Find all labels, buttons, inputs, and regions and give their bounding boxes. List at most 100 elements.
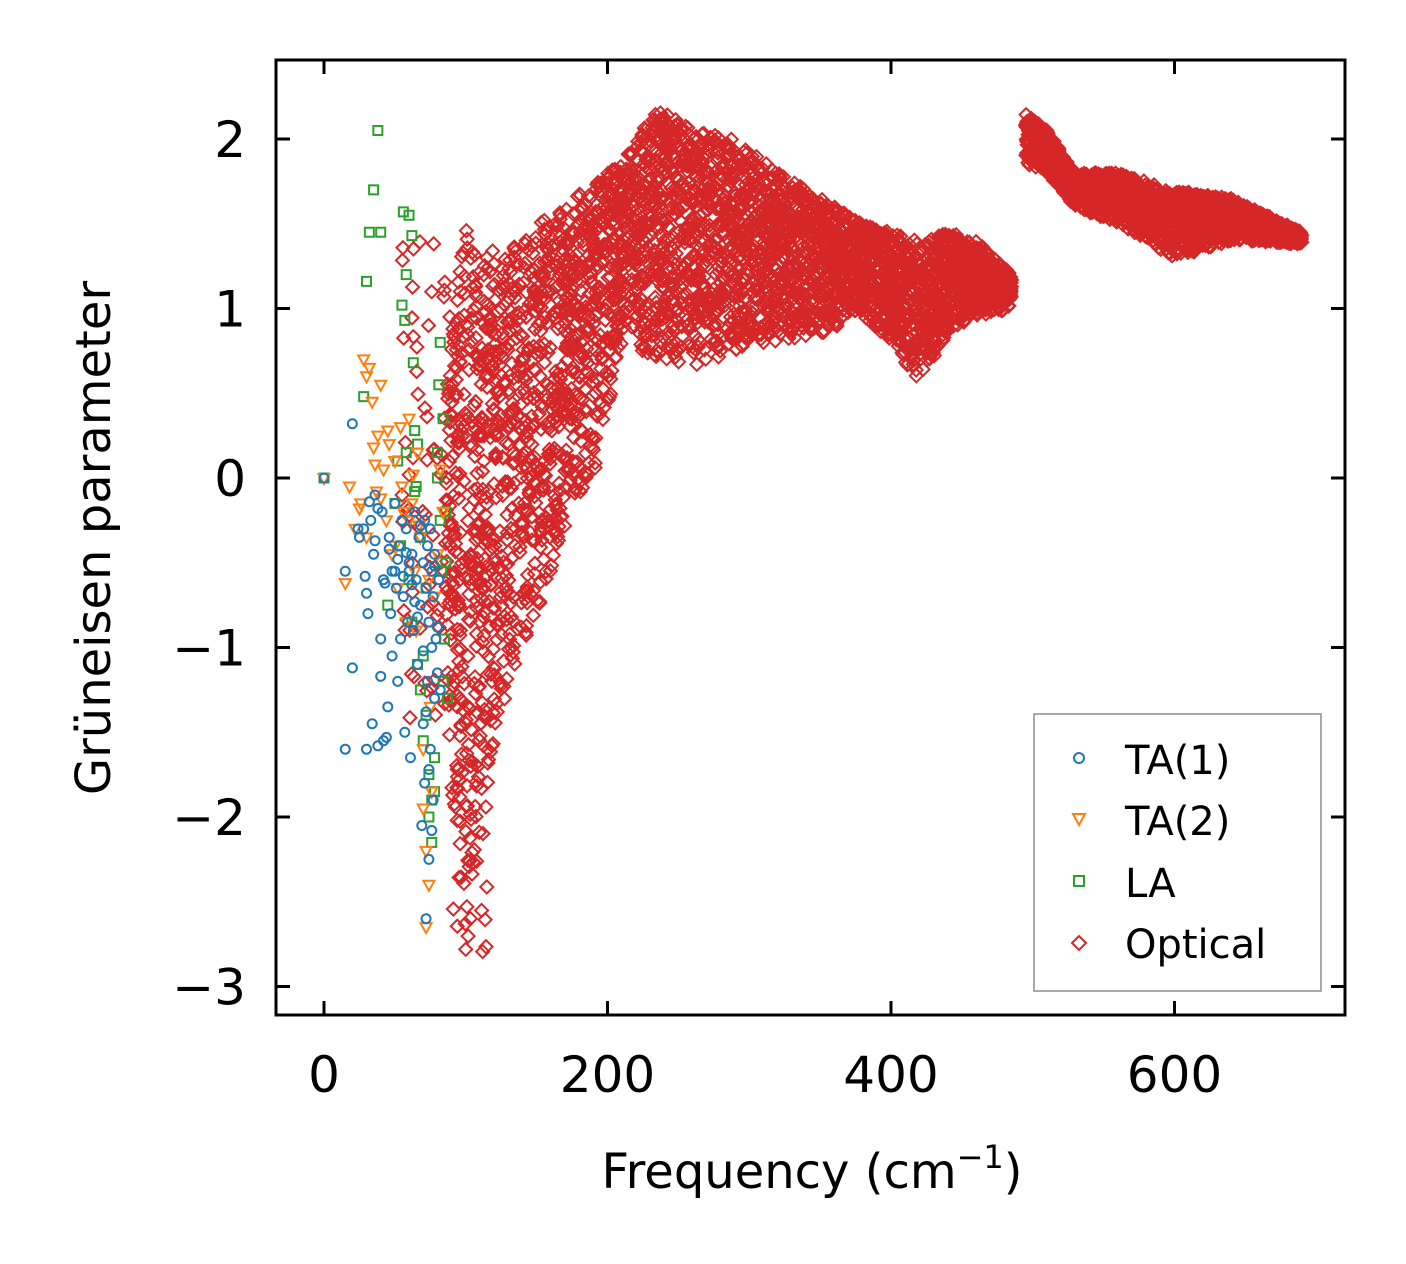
optical-point — [743, 153, 759, 170]
optical-point — [494, 487, 511, 504]
optical-point — [505, 644, 522, 660]
optical-point — [770, 266, 787, 282]
optical-point — [540, 413, 557, 430]
optical-point — [619, 251, 636, 268]
optical-point — [539, 314, 556, 331]
optical-point — [731, 287, 748, 304]
optical-point — [679, 286, 695, 303]
optical-point — [786, 268, 803, 285]
optical-point — [567, 255, 584, 271]
optical-point — [556, 517, 573, 534]
optical-point — [602, 268, 619, 285]
optical-point — [692, 170, 709, 187]
optical-point — [753, 331, 769, 347]
optical-point — [629, 276, 646, 293]
optical-point — [443, 341, 460, 358]
optical-point — [695, 279, 712, 296]
optical-point — [614, 231, 631, 248]
optical-point — [596, 254, 613, 271]
optical-point — [441, 377, 458, 394]
optical-point — [488, 695, 505, 712]
optical-point — [442, 632, 459, 649]
optical-point — [482, 618, 498, 635]
optical-point — [660, 337, 677, 353]
optical-point — [690, 331, 707, 348]
optical-point — [637, 304, 654, 321]
optical-point — [608, 326, 625, 343]
optical-point — [674, 174, 691, 191]
optical-point — [516, 495, 533, 512]
optical-point — [725, 264, 742, 281]
optical-point — [559, 352, 575, 369]
optical-point — [664, 291, 681, 307]
optical-point — [449, 641, 466, 658]
optical-point — [721, 139, 738, 156]
optical-point — [501, 260, 518, 276]
optical-point — [479, 379, 495, 396]
optical-point — [508, 330, 525, 347]
optical-point — [572, 325, 589, 342]
optical-point — [494, 314, 511, 331]
optical-point — [467, 798, 484, 815]
optical-point — [536, 225, 553, 242]
optical-point — [749, 277, 766, 293]
optical-point — [776, 224, 793, 241]
optical-point — [487, 326, 504, 343]
optical-point — [502, 479, 519, 496]
optical-point — [462, 910, 479, 927]
optical-point — [490, 617, 507, 633]
optical-point — [513, 469, 530, 486]
optical-point — [504, 395, 521, 412]
optical-point — [460, 611, 477, 628]
optical-point — [501, 417, 518, 434]
optical-point — [653, 308, 670, 325]
optical-point — [776, 179, 793, 196]
optical-point — [495, 275, 512, 292]
optical-point — [462, 553, 479, 570]
optical-point — [480, 648, 497, 665]
optical-point — [771, 234, 788, 251]
optical-point — [705, 244, 722, 261]
optical-point — [687, 247, 704, 264]
optical-point — [729, 234, 746, 251]
optical-point — [744, 318, 760, 335]
optical-point — [585, 441, 602, 458]
optical-point — [719, 164, 736, 181]
optical-point — [589, 371, 606, 388]
optical-point — [488, 552, 505, 569]
optical-point — [616, 248, 633, 265]
optical-point — [501, 335, 518, 352]
optical-point — [674, 120, 691, 137]
optical-point — [549, 366, 565, 383]
optical-point — [486, 476, 503, 492]
optical-point — [459, 512, 476, 529]
optical-point — [449, 621, 466, 638]
optical-point — [447, 543, 464, 560]
optical-point — [607, 288, 624, 304]
optical-point — [479, 755, 496, 771]
optical-point — [650, 261, 666, 278]
optical-point — [545, 443, 562, 460]
optical-point — [486, 537, 503, 554]
optical-point — [771, 241, 788, 258]
optical-point — [745, 183, 762, 200]
optical-point — [518, 309, 534, 326]
optical-point — [557, 304, 574, 321]
optical-point — [709, 302, 725, 318]
optical-point — [524, 245, 541, 262]
optical-point — [696, 233, 712, 250]
optical-point — [757, 197, 774, 214]
optical-point — [728, 319, 745, 336]
optical-point — [463, 721, 480, 738]
optical-point — [795, 193, 812, 210]
optical-point — [542, 339, 559, 356]
optical-point — [813, 324, 830, 341]
optical-point — [501, 290, 518, 306]
optical-point — [531, 337, 548, 354]
optical-point — [445, 334, 462, 351]
optical-point — [554, 508, 570, 525]
optical-point — [522, 420, 539, 437]
optical-point — [500, 572, 517, 589]
optical-point — [500, 382, 517, 399]
optical-point — [795, 320, 812, 336]
